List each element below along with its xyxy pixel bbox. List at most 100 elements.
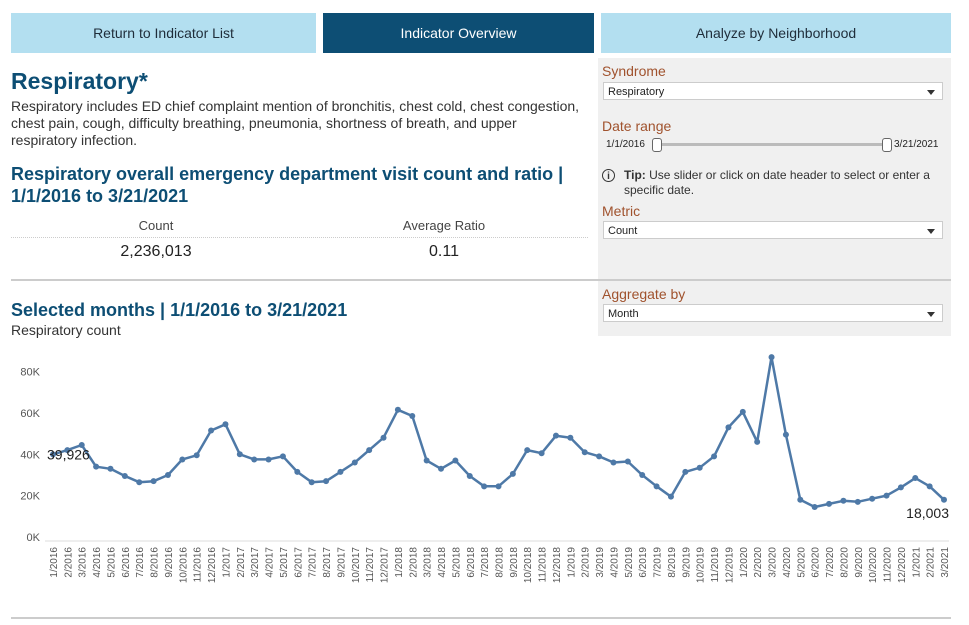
x-tick-label: 1/2019	[566, 547, 577, 578]
x-tick-label: 3/2016	[78, 547, 89, 578]
data-point	[538, 450, 545, 457]
x-tick-label: 10/2018	[523, 547, 534, 584]
x-tick-label: 9/2020	[854, 547, 865, 578]
panel-divider	[598, 279, 951, 281]
data-point	[121, 472, 128, 479]
x-tick-label: 8/2019	[667, 547, 678, 578]
syndrome-dropdown[interactable]: Respiratory	[603, 82, 943, 100]
aggregate-dropdown[interactable]: Month	[603, 304, 943, 322]
tip-text: i Tip: Use slider or click on date heade…	[602, 168, 947, 198]
data-point	[193, 452, 200, 459]
data-point	[380, 434, 387, 441]
data-point	[610, 459, 617, 466]
data-point	[639, 471, 646, 478]
x-tick-label: 5/2020	[796, 547, 807, 578]
data-point	[552, 432, 559, 439]
data-point	[768, 354, 775, 361]
data-point	[222, 421, 229, 428]
data-point	[423, 457, 430, 464]
tip-label: Tip:	[624, 168, 646, 182]
date-range-slider-track[interactable]	[655, 143, 890, 146]
x-tick-label: 9/2017	[336, 547, 347, 578]
x-tick-label: 7/2019	[653, 547, 664, 578]
x-tick-label: 3/2018	[423, 547, 434, 578]
x-tick-label: 3/2017	[250, 547, 261, 578]
data-point	[739, 408, 746, 415]
x-tick-label: 2/2016	[63, 547, 74, 578]
x-tick-label: 12/2016	[207, 547, 218, 584]
data-point	[107, 465, 114, 472]
data-point	[93, 463, 100, 470]
y-tick-label: 0K	[27, 532, 41, 544]
x-tick-label: 3/2020	[768, 547, 779, 578]
x-tick-label: 2/2020	[753, 547, 764, 578]
data-point	[452, 457, 459, 464]
data-point	[797, 496, 804, 503]
x-tick-label: 11/2018	[538, 547, 549, 583]
data-point	[667, 493, 674, 500]
info-icon: i	[602, 169, 615, 182]
data-point	[524, 447, 531, 454]
data-point	[50, 451, 56, 458]
date-end-handle[interactable]	[882, 138, 892, 152]
x-tick-label: 11/2020	[883, 547, 894, 583]
x-tick-label: 4/2016	[92, 547, 103, 578]
data-point	[840, 497, 847, 504]
data-point	[897, 484, 904, 491]
data-point	[150, 478, 157, 485]
data-point	[782, 431, 789, 438]
x-tick-label: 7/2020	[825, 547, 836, 578]
data-point	[438, 465, 445, 472]
data-point	[208, 427, 215, 434]
x-tick-label: 8/2017	[322, 547, 333, 578]
x-tick-label: 8/2020	[839, 547, 850, 578]
date-start-handle[interactable]	[652, 138, 662, 152]
data-point	[481, 483, 488, 490]
x-tick-label: 10/2019	[696, 547, 707, 584]
data-point	[854, 498, 861, 505]
data-point	[366, 447, 373, 454]
average-ratio-header: Average Ratio	[402, 218, 486, 233]
x-tick-label: 8/2018	[495, 547, 506, 578]
x-tick-label: 6/2017	[293, 547, 304, 578]
date-start-label[interactable]: 1/1/2016	[606, 139, 645, 150]
data-point	[351, 459, 358, 466]
data-point	[279, 453, 286, 460]
x-tick-label: 1/2018	[394, 547, 405, 578]
count-value: 2,236,013	[120, 243, 192, 260]
data-point	[711, 453, 718, 460]
x-tick-label: 5/2019	[624, 547, 635, 578]
chart-subtitle: Respiratory count	[11, 322, 121, 338]
y-tick-label: 20K	[20, 491, 40, 503]
data-point	[394, 406, 401, 413]
data-point	[179, 456, 186, 463]
date-end-label[interactable]: 3/21/2021	[894, 139, 939, 150]
series-line	[52, 355, 945, 509]
data-point	[251, 456, 258, 463]
tip-message: Use slider or click on date header to se…	[624, 168, 930, 197]
y-tick-label: 40K	[20, 449, 40, 461]
data-point	[294, 468, 301, 475]
x-tick-label: 5/2017	[279, 547, 290, 578]
x-tick-label: 4/2017	[265, 547, 276, 578]
tab-indicator-overview[interactable]: Indicator Overview	[323, 13, 594, 53]
x-tick-label: 11/2017	[365, 547, 376, 583]
x-tick-label: 4/2018	[437, 547, 448, 578]
count-header: Count	[138, 218, 174, 233]
x-tick-label: 2/2017	[236, 547, 247, 578]
x-tick-label: 7/2018	[480, 547, 491, 578]
indicator-description: Respiratory includes ED chief complaint …	[11, 98, 580, 148]
x-tick-label: 11/2016	[193, 547, 204, 583]
metric-dropdown[interactable]: Count	[603, 221, 943, 239]
x-tick-label: 12/2018	[552, 547, 563, 584]
y-tick-label: 80K	[20, 367, 40, 379]
bottom-divider	[11, 617, 951, 619]
data-point	[581, 449, 588, 456]
y-tick-label: 60K	[20, 408, 40, 420]
chevron-down-icon	[927, 229, 935, 234]
tab-return-to-indicator-list[interactable]: Return to Indicator List	[11, 13, 316, 53]
tab-analyze-by-neighborhood[interactable]: Analyze by Neighborhood	[601, 13, 951, 53]
data-point	[811, 504, 818, 511]
x-tick-label: 3/2021	[940, 547, 951, 578]
data-point	[236, 451, 243, 458]
